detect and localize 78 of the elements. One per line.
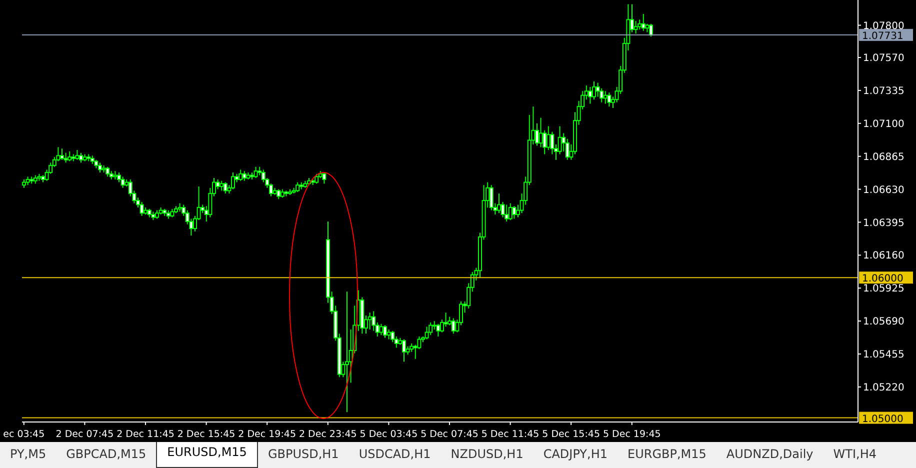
- candlestick: [75, 150, 80, 160]
- candlestick: [592, 80, 596, 100]
- candlestick: [216, 178, 220, 190]
- candlestick: [242, 170, 246, 182]
- y-tick-label: 1.06395: [863, 218, 904, 229]
- x-tick-label: 5 Dec 11:45: [481, 429, 540, 440]
- candlestick: [98, 162, 102, 173]
- y-tick-label: 1.06630: [863, 184, 904, 196]
- y-tick-label: 1.07570: [863, 53, 904, 64]
- candlestick: [322, 172, 326, 184]
- candlestick: [497, 192, 501, 214]
- ref-line-label: 1.06000: [862, 274, 904, 285]
- y-tick-label: 1.07800: [863, 20, 904, 32]
- candlestick: [538, 117, 543, 148]
- candlestick: [641, 14, 646, 32]
- candlestick: [508, 202, 512, 221]
- candlestick: [634, 20, 638, 34]
- candlestick: [451, 318, 456, 334]
- candlestick: [64, 152, 68, 164]
- text: CADJPY,H1: [542, 446, 608, 463]
- y-tick-label: 1.07100: [863, 118, 904, 130]
- candlestick: [314, 173, 319, 184]
- candlestick: [238, 169, 243, 182]
- candlestick: [68, 150, 72, 162]
- candlestick: [649, 23, 653, 37]
- candlestick: [383, 324, 387, 338]
- candlestick: [424, 326, 429, 340]
- text: GBPCAD,M15: [65, 446, 148, 463]
- candlestick: [588, 86, 592, 104]
- y-tick-label: 1.05455: [863, 350, 904, 361]
- candlestick: [345, 291, 349, 413]
- y-tick-label: 1.05220: [863, 382, 904, 394]
- candlestick: [638, 19, 642, 30]
- candlestick: [223, 182, 228, 194]
- candlestick: [231, 172, 235, 190]
- y-tick-label: 1.05690: [863, 316, 904, 328]
- candlestick: [402, 338, 406, 362]
- y-tick-label: 1.05925: [863, 284, 904, 295]
- x-tick-label: 2 Dec 19:45: [238, 429, 296, 440]
- x-tick-label: 5 Dec 15:45: [542, 429, 600, 440]
- text: PY,M5: [9, 446, 48, 463]
- y-tick-label: 1.06160: [863, 250, 904, 262]
- text: WTI,H4: [832, 446, 878, 463]
- ref-line-label: 1.07731: [862, 30, 904, 42]
- text: EURGBP,M15: [626, 446, 708, 463]
- x-tick-label: 5 Dec 07:45: [420, 429, 478, 440]
- candlestick: [276, 188, 281, 200]
- x-tick-label: 2 Dec 15:45: [177, 429, 236, 440]
- x-tick-label: 2 Dec 11:45: [116, 429, 174, 440]
- text: USDCAD,H1: [358, 446, 432, 463]
- candlestick: [220, 180, 224, 192]
- candlestick: [428, 322, 433, 336]
- text: AUDNZD,Daily: [725, 446, 814, 463]
- x-tick-label: 5 Dec 19:45: [602, 429, 661, 440]
- text: NZDUSD,H1: [450, 446, 524, 463]
- candlestick: [296, 182, 300, 193]
- text: EURUSD,M15: [156, 442, 258, 468]
- candlestick: [512, 206, 516, 220]
- candlestick: [379, 323, 384, 336]
- x-tick-label: 5 Dec 03:45: [360, 429, 418, 440]
- y-tick-label: 1.07335: [863, 86, 904, 97]
- candlestick: [106, 166, 110, 178]
- candlestick: [607, 92, 612, 108]
- candlestick: [60, 148, 64, 160]
- candlestick: [436, 323, 440, 337]
- candlestick: [140, 201, 144, 216]
- y-tick-label: 1.06865: [863, 152, 904, 163]
- x-tick-label: ec 03:45: [3, 429, 45, 440]
- x-tick-label: 2 Dec 23:45: [298, 429, 357, 440]
- candlestick: [79, 152, 83, 164]
- text: GBPUSD,H1: [266, 446, 340, 463]
- candlestick: [444, 312, 448, 328]
- candlestick: [254, 166, 258, 179]
- candlestick: [120, 176, 125, 188]
- x-tick-label: 2 Dec 07:45: [56, 429, 114, 440]
- candlestick: [504, 204, 509, 222]
- candlestick: [489, 184, 494, 211]
- ref-line-label: 1.05000: [862, 414, 904, 425]
